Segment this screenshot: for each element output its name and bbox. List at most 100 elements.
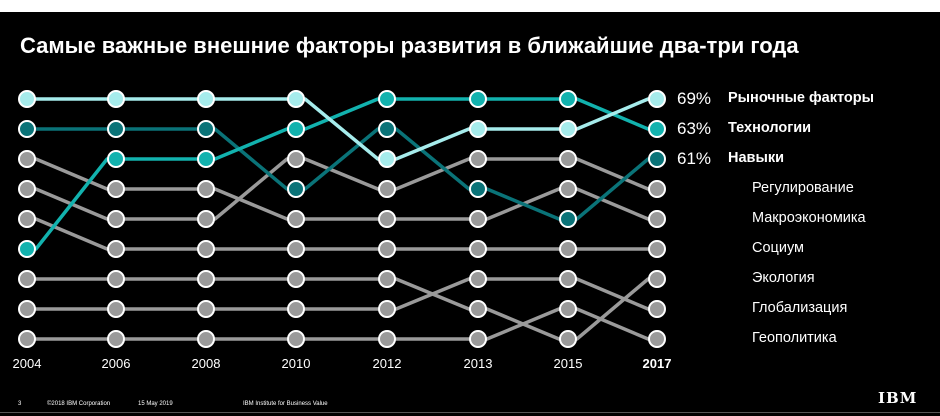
series-1-point-2006 [107,150,125,168]
series-5-point-2013 [469,240,487,258]
series-5-point-2004 [18,210,36,228]
legend-regulation: Регулирование [752,180,854,196]
legend-macroeconomics: Макроэкономика [752,210,866,226]
page-number: 3 [18,401,22,407]
footer: 3 ©2018 IBM Corporation 15 May 2019 IBM … [0,400,940,416]
series-7 [18,270,666,318]
series-4-point-2012 [378,210,396,228]
series-3-point-2012 [378,180,396,198]
series-3-point-2004 [18,180,36,198]
series-1-point-2013 [469,90,487,108]
series-1-point-2015 [559,90,577,108]
series-7-point-2017 [648,300,666,318]
copyright: ©2018 IBM Corporation [47,401,111,407]
series-4-point-2006 [107,180,125,198]
series-7-point-2010 [287,300,305,318]
series-8-point-2017 [648,330,666,348]
series-2 [18,120,666,228]
legend-technology: Технологии [728,120,812,136]
series-4-point-2008 [197,180,215,198]
legend-globalization: Глобализация [752,300,848,316]
series-7-point-2015 [559,270,577,288]
series-line-5 [27,217,657,251]
series-6-point-2010 [287,270,305,288]
series-7-point-2004 [18,300,36,318]
series-8-point-2004 [18,330,36,348]
series-2-point-2017 [648,150,666,168]
series-3-point-2013 [469,150,487,168]
series-2-point-2008 [197,120,215,138]
top-bar [0,0,940,12]
x-tick-2012: 2012 [373,356,402,371]
series-0-point-2012 [378,150,396,168]
series-2-point-2013 [469,180,487,198]
legend-market: Рыночные факторы [728,90,874,106]
series-6-point-2008 [197,270,215,288]
series-3-point-2006 [107,210,125,228]
series-1-point-2012 [378,90,396,108]
series-3-point-2015 [559,150,577,168]
bump-chart: 2004 2006 2008 2010 2012 2013 2015 2017 [13,90,672,371]
footer-divider [0,412,940,413]
series-1 [18,90,666,258]
x-tick-2013: 2013 [464,356,493,371]
x-tick-2004: 2004 [13,356,42,371]
series-4-point-2004 [18,150,36,168]
series-3 [18,150,666,228]
x-tick-2010: 2010 [282,356,311,371]
pct-label-market: 69% [677,89,712,108]
series-6-point-2004 [18,270,36,288]
series-8-point-2015 [559,300,577,318]
series-2-point-2015 [559,210,577,228]
series-0-point-2017 [648,90,666,108]
series-5 [18,210,666,258]
series-2-point-2010 [287,180,305,198]
series-0-point-2015 [559,120,577,138]
legend-ecology: Экология [752,270,815,286]
series-3-point-2010 [287,150,305,168]
chart-title: Самые важные внешние факторы развития в … [20,33,799,58]
series-0-point-2010 [287,90,305,108]
series-5-point-2008 [197,240,215,258]
series-3-point-2017 [648,180,666,198]
series-7-point-2006 [107,300,125,318]
series-6-point-2017 [648,270,666,288]
x-tick-2006: 2006 [102,356,131,371]
series-0-point-2008 [197,90,215,108]
series-7-point-2012 [378,300,396,318]
series-4-point-2017 [648,210,666,228]
series-0-point-2013 [469,120,487,138]
series-7-point-2008 [197,300,215,318]
legend-society: Социум [752,240,804,256]
series-2-point-2006 [107,120,125,138]
series-8-point-2013 [469,330,487,348]
series-5-point-2017 [648,240,666,258]
legend-skills: Навыки [728,150,785,166]
series-1-point-2017 [648,120,666,138]
series-0-point-2006 [107,90,125,108]
series-6-point-2015 [559,330,577,348]
series-5-point-2015 [559,240,577,258]
series-2-point-2004 [18,120,36,138]
series-8-point-2008 [197,330,215,348]
series-8 [18,300,666,348]
series-4-point-2013 [469,210,487,228]
series-7-point-2013 [469,270,487,288]
series-8-point-2010 [287,330,305,348]
legend-geopolitics: Геополитика [752,330,837,346]
series-1-point-2004 [18,240,36,258]
series-6-point-2006 [107,270,125,288]
ibm-logo: IBM [878,389,918,407]
series-5-point-2010 [287,240,305,258]
series-0 [18,90,666,168]
series-8-point-2012 [378,330,396,348]
x-tick-2008: 2008 [192,356,221,371]
series-2-point-2012 [378,120,396,138]
series-0-point-2004 [18,90,36,108]
series-line-7 [27,277,657,311]
series-1-point-2008 [197,150,215,168]
series-6-point-2013 [469,300,487,318]
series-8-point-2006 [107,330,125,348]
x-tick-2017: 2017 [643,356,672,371]
